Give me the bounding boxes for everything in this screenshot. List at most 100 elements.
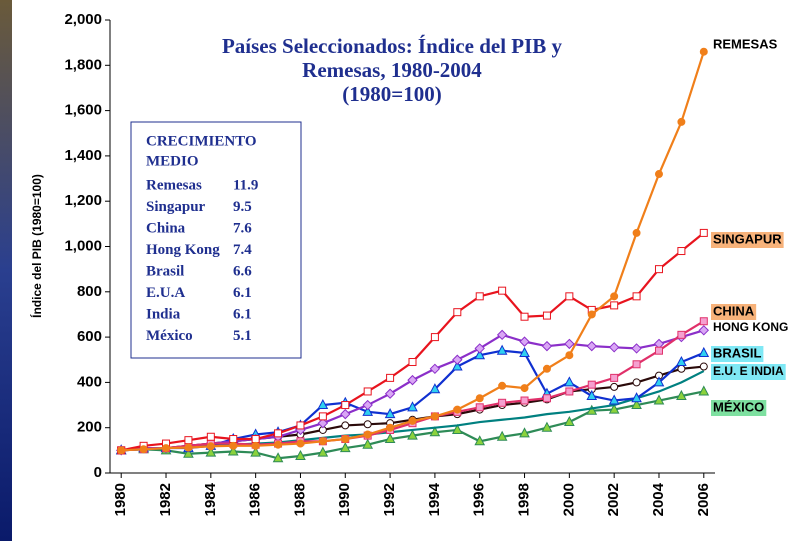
point bbox=[610, 343, 619, 352]
table-name: E.U.A bbox=[146, 285, 185, 301]
point bbox=[230, 442, 237, 449]
point bbox=[700, 48, 707, 55]
point bbox=[678, 248, 685, 255]
x-tick-label: 1980 bbox=[112, 483, 129, 516]
table-name: México bbox=[146, 328, 193, 344]
point bbox=[700, 318, 707, 325]
point bbox=[587, 342, 596, 351]
point bbox=[499, 287, 506, 294]
point bbox=[230, 436, 237, 443]
x-tick-label: 2002 bbox=[605, 483, 622, 516]
point bbox=[342, 402, 349, 409]
point bbox=[521, 313, 528, 320]
point bbox=[387, 374, 394, 381]
table-name: Remesas bbox=[146, 177, 202, 193]
point bbox=[699, 348, 708, 357]
x-tick-label: 1998 bbox=[516, 483, 533, 516]
table-value: 5.1 bbox=[233, 328, 252, 344]
series-label: HONG KONG bbox=[713, 320, 788, 334]
point bbox=[633, 361, 640, 368]
point bbox=[252, 436, 259, 443]
x-tick-label: 1984 bbox=[202, 482, 219, 516]
y-axis-label: Índice del PIB (1980=100) bbox=[29, 174, 44, 318]
y-tick-label: 600 bbox=[77, 328, 102, 345]
point bbox=[499, 399, 506, 406]
point bbox=[700, 363, 707, 370]
point bbox=[476, 293, 483, 300]
point bbox=[543, 312, 550, 319]
point bbox=[453, 355, 462, 364]
point bbox=[699, 386, 708, 395]
point bbox=[633, 293, 640, 300]
point bbox=[140, 446, 147, 453]
y-tick-label: 1,200 bbox=[64, 192, 102, 209]
point bbox=[542, 342, 551, 351]
point bbox=[319, 438, 326, 445]
series-label: REMESAS bbox=[713, 36, 778, 51]
chart: Índice del PIB (1980=100) 02004006008001… bbox=[0, 0, 808, 541]
y-tick-label: 200 bbox=[77, 419, 102, 436]
point bbox=[588, 311, 595, 318]
point bbox=[342, 422, 349, 429]
point bbox=[633, 229, 640, 236]
point bbox=[364, 431, 371, 438]
point bbox=[454, 309, 461, 316]
point bbox=[297, 440, 304, 447]
x-tick-label: 1982 bbox=[157, 483, 174, 516]
point bbox=[430, 364, 439, 373]
point bbox=[207, 433, 214, 440]
table-name: India bbox=[146, 306, 181, 322]
point bbox=[454, 406, 461, 413]
x-tick-label: 1988 bbox=[291, 483, 308, 516]
point bbox=[611, 302, 618, 309]
table-name: Hong Kong bbox=[146, 242, 220, 258]
point bbox=[297, 422, 304, 429]
side-image bbox=[0, 0, 12, 541]
point bbox=[521, 397, 528, 404]
x-tick-label: 2004 bbox=[650, 482, 667, 516]
point bbox=[611, 374, 618, 381]
table-value: 9.5 bbox=[233, 199, 252, 215]
point bbox=[521, 385, 528, 392]
table-name: China bbox=[146, 220, 186, 236]
point bbox=[633, 379, 640, 386]
point bbox=[431, 413, 438, 420]
y-tick-label: 1,000 bbox=[64, 237, 102, 254]
point bbox=[341, 410, 350, 419]
point bbox=[566, 388, 573, 395]
point bbox=[699, 326, 708, 335]
table-value: 7.4 bbox=[233, 242, 252, 258]
x-tick-label: 1996 bbox=[471, 483, 488, 516]
point bbox=[611, 383, 618, 390]
chart-title: Países Seleccionados: Índice del PIB y bbox=[222, 34, 563, 58]
point bbox=[207, 443, 214, 450]
point bbox=[364, 388, 371, 395]
point bbox=[678, 365, 685, 372]
point bbox=[655, 266, 662, 273]
point bbox=[118, 447, 125, 454]
point bbox=[565, 377, 574, 386]
point bbox=[185, 444, 192, 451]
point bbox=[364, 421, 371, 428]
table-value: 11.9 bbox=[233, 177, 258, 193]
point bbox=[655, 171, 662, 178]
table-value: 7.6 bbox=[233, 220, 252, 236]
table-name: Brasil bbox=[146, 263, 184, 279]
chart-title: (1980=100) bbox=[342, 82, 441, 106]
x-tick-label: 2000 bbox=[560, 483, 577, 516]
point bbox=[476, 404, 483, 411]
point bbox=[163, 445, 170, 452]
point bbox=[499, 382, 506, 389]
point bbox=[363, 401, 372, 410]
x-tick-label: 2006 bbox=[695, 483, 712, 516]
point bbox=[655, 347, 662, 354]
y-tick-label: 1,800 bbox=[64, 56, 102, 73]
point bbox=[409, 359, 416, 366]
point bbox=[700, 229, 707, 236]
point bbox=[678, 118, 685, 125]
point bbox=[431, 334, 438, 341]
point bbox=[387, 424, 394, 431]
y-tick-label: 400 bbox=[77, 373, 102, 390]
y-tick-label: 1,600 bbox=[64, 102, 102, 119]
point bbox=[611, 293, 618, 300]
